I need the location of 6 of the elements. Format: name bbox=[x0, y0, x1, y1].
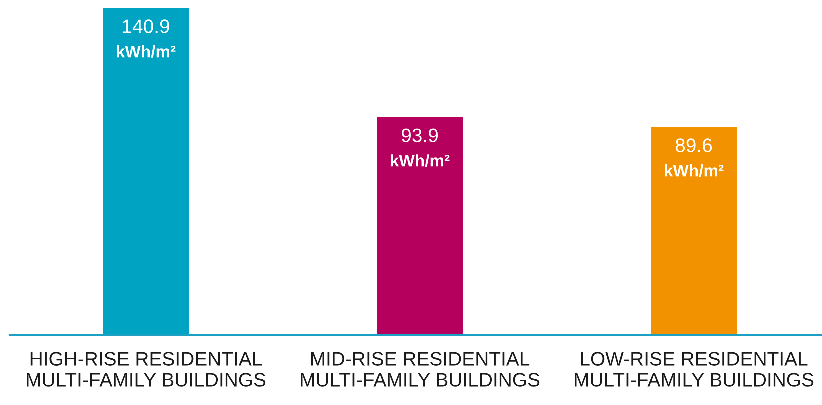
data-label: 140.9 kWh/m² bbox=[117, 20, 176, 58]
x-tick-label: MID-RISE RESIDENTIAL MULTI-FAMILY BUILDINGS bbox=[301, 352, 540, 387]
data-label: 89.6 kWh/m² bbox=[665, 138, 724, 177]
x-tick-label: LOW-RISE RESIDENTIAL MULTI-FAMILY BUILDINGS bbox=[575, 352, 814, 387]
x-tick-label: HIGH-RISE RESIDENTIAL MULTI-FAMILY BUILDINGS bbox=[27, 352, 266, 387]
data-label: 93.9 kWh/m² bbox=[391, 128, 450, 167]
